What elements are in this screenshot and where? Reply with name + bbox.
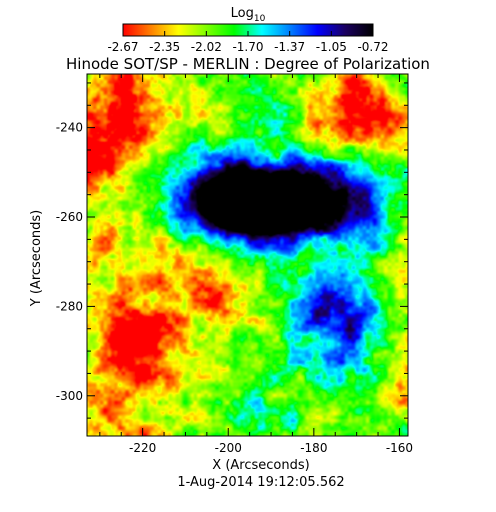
- y-tick-label: -280: [56, 299, 83, 313]
- colorbar-tick-label: -1.05: [316, 40, 347, 54]
- timestamp: 1-Aug-2014 19:12:05.562: [177, 475, 344, 490]
- colorbar-tick-label: -1.37: [274, 40, 305, 54]
- x-axis-label: X (Arcseconds): [212, 458, 309, 473]
- y-tick-label: -260: [56, 210, 83, 224]
- x-tick-label: -200: [215, 441, 242, 455]
- colorbar-tick-label: -1.70: [232, 40, 263, 54]
- colorbar-label-base: Log: [231, 6, 254, 21]
- y-axis: -240 -260 -280 -300: [56, 82, 408, 419]
- x-tick-label: -180: [300, 441, 327, 455]
- x-axis: -220 -200 -180 -160: [99, 74, 413, 455]
- colorbar-tick-label: -2.67: [107, 40, 138, 54]
- heatmap-image: [87, 74, 408, 436]
- colorbar-ticks: -2.67 -2.35 -2.02 -1.70 -1.37 -1.05 -0.72: [107, 31, 389, 54]
- colorbar-tick-label: -0.72: [357, 40, 388, 54]
- colorbar-label-sub: 10: [254, 14, 266, 24]
- y-tick-label: -300: [56, 389, 83, 403]
- colorbar-tick-label: -2.02: [191, 40, 222, 54]
- colorbar: Log10 -2.67 -2.35 -2.02 -1.70 -1.37 -1.05 -0.7…: [107, 6, 388, 54]
- x-tick-label: -160: [386, 441, 413, 455]
- x-tick-label: -220: [129, 441, 156, 455]
- y-tick-label: -240: [56, 121, 83, 135]
- plot-frame: [86, 73, 409, 437]
- chart-title: Hinode SOT/SP - MERLIN : Degree of Polar…: [66, 55, 430, 73]
- y-axis-label: Y (Arcseconds): [29, 210, 44, 307]
- colorbar-tick-label: -2.35: [149, 40, 180, 54]
- heatmap-area: [87, 74, 408, 436]
- colorbar-label: Log10: [231, 6, 266, 24]
